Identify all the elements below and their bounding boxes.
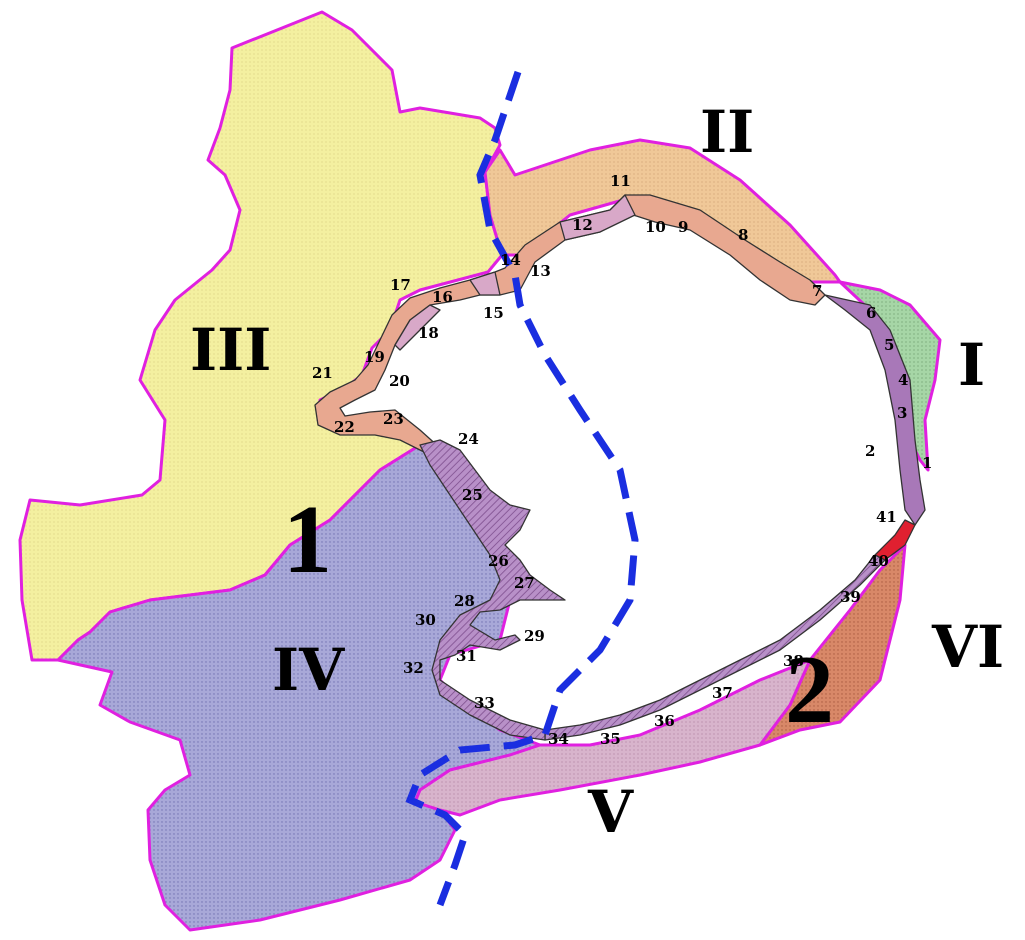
zone-label-ii: II (700, 98, 754, 166)
segment-number-labels: 1 2 3 4 5 6 7 8 9 10 11 12 13 14 15 16 1… (312, 172, 932, 748)
segment-label: 4 (898, 371, 908, 389)
segment-label: 9 (678, 218, 688, 236)
segment-label: 7 (812, 282, 822, 300)
segment-label: 34 (548, 730, 569, 748)
segment-label: 10 (645, 218, 666, 236)
segment-label: 23 (383, 410, 404, 428)
zone-label-iv: IV (272, 636, 345, 704)
region-marker-1: 1 (283, 486, 332, 594)
segment-label: 19 (364, 348, 385, 366)
segment-label: 18 (418, 324, 439, 342)
segment-label: 24 (458, 430, 479, 448)
shoreline-segments (314, 194, 926, 741)
segment-label: 40 (868, 552, 889, 570)
segment-label: 21 (312, 364, 333, 382)
segment-label: 30 (415, 611, 436, 629)
segment-label: 17 (390, 276, 411, 294)
segment-label: 22 (334, 418, 355, 436)
segment-label: 11 (610, 172, 631, 190)
segment-label: 38 (783, 652, 804, 670)
zone-v-area (413, 658, 812, 817)
segment-label: 33 (474, 694, 495, 712)
segment-label: 28 (454, 592, 475, 610)
segment-label: 29 (524, 627, 545, 645)
segment-label: 16 (432, 288, 453, 306)
region-marker-2: 2 (785, 636, 834, 744)
segment-label: 13 (530, 262, 551, 280)
segment-label: 36 (654, 712, 675, 730)
segment-label: 8 (738, 226, 748, 244)
zone-label-vi: VI (931, 613, 1004, 681)
segment-label: 25 (462, 486, 483, 504)
dashed-boundary-line (405, 70, 639, 907)
segment-label: 35 (600, 730, 621, 748)
segment-label: 6 (866, 304, 876, 322)
segment-label: 1 (922, 454, 932, 472)
segment-label: 15 (483, 304, 504, 322)
segment-label: 32 (403, 659, 424, 677)
segment-label: 2 (865, 442, 875, 460)
segment-label: 37 (712, 684, 733, 702)
segment-label: 39 (840, 588, 861, 606)
segment-label: 20 (389, 372, 410, 390)
segment-label: 41 (876, 508, 897, 526)
zone-label-iii: III (190, 316, 271, 384)
zone-label-i: I (958, 331, 985, 399)
segment-label: 12 (572, 216, 593, 234)
segment-label: 27 (514, 574, 535, 592)
segment-label: 3 (897, 404, 907, 422)
segment-label: 26 (488, 552, 509, 570)
segment-label: 14 (500, 251, 521, 269)
segment-label: 31 (456, 647, 477, 665)
segment-label: 5 (884, 336, 894, 354)
zone-label-v: V (587, 778, 634, 846)
